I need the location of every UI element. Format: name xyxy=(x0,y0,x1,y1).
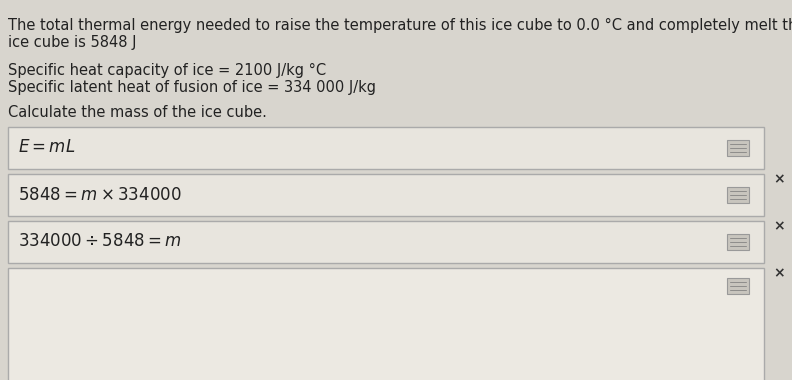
Bar xyxy=(8,268,764,380)
Text: Specific latent heat of fusion of ice = 334 000 J/kg: Specific latent heat of fusion of ice = … xyxy=(8,80,376,95)
Text: $334000 \div 5848 = m$: $334000 \div 5848 = m$ xyxy=(18,233,181,250)
Text: ×: × xyxy=(773,219,785,233)
Bar xyxy=(727,234,749,250)
Bar xyxy=(727,278,749,294)
Text: ×: × xyxy=(773,266,785,280)
Text: $E = mL$: $E = mL$ xyxy=(18,139,75,157)
Text: The total thermal energy needed to raise the temperature of this ice cube to 0.0: The total thermal energy needed to raise… xyxy=(8,18,792,33)
Text: ice cube is 5848 J: ice cube is 5848 J xyxy=(8,35,136,50)
Text: ×: × xyxy=(773,172,785,186)
Bar xyxy=(8,221,764,263)
Bar xyxy=(727,140,749,156)
Bar xyxy=(8,174,764,216)
Text: $5848 = m \times 334000$: $5848 = m \times 334000$ xyxy=(18,187,181,204)
Bar xyxy=(8,127,764,169)
Bar xyxy=(727,187,749,203)
Text: Specific heat capacity of ice = 2100 J/kg °C: Specific heat capacity of ice = 2100 J/k… xyxy=(8,63,326,78)
Text: Calculate the mass of the ice cube.: Calculate the mass of the ice cube. xyxy=(8,105,267,120)
